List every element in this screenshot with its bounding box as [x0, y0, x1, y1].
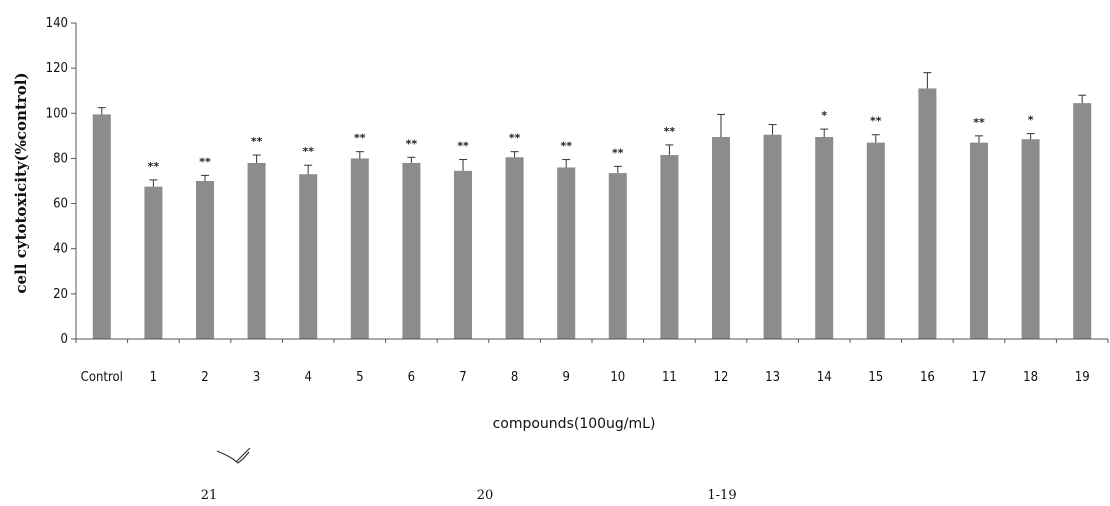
bar — [505, 157, 524, 339]
compound-label-20: 20 — [477, 488, 494, 503]
x-tick-label: 6 — [408, 370, 415, 385]
x-tick-label: 13 — [765, 370, 780, 385]
y-axis-title: cell cytotoxicity(%control) — [12, 72, 30, 293]
bar — [350, 158, 369, 339]
x-tick-label: 16 — [920, 370, 935, 385]
x-tick-label: 11 — [662, 370, 677, 385]
x-tick-label: Control — [81, 370, 123, 385]
significance-marker: ** — [870, 115, 882, 128]
significance-marker: ** — [509, 132, 521, 145]
x-tick-label: 12 — [714, 370, 729, 385]
x-tick-label: 4 — [304, 370, 311, 385]
significance-marker: ** — [560, 140, 572, 153]
bar — [970, 142, 988, 339]
x-tick-label: 9 — [562, 370, 569, 385]
significance-marker: ** — [406, 137, 418, 150]
x-tick-label: 18 — [1023, 370, 1038, 385]
bar — [866, 142, 885, 339]
x-tick-label: 19 — [1075, 370, 1090, 385]
x-tick-label: 2 — [201, 370, 208, 385]
x-axis-title: compounds(100ug/mL) — [493, 416, 656, 432]
y-tick-label: 60 — [53, 197, 68, 212]
x-axis: Control 1 2 3 4 5 6 7 8 9 10 11 12 13 14 15 16 17 18 19 — [75, 338, 1109, 385]
bar — [144, 186, 163, 339]
bar — [454, 170, 472, 339]
significance-marker: * — [821, 109, 827, 122]
significance-marker: ** — [148, 160, 160, 173]
y-axis: 0 20 40 60 80 100 120 140 — [46, 16, 77, 347]
bar — [92, 114, 111, 340]
bar — [299, 174, 318, 339]
significance-marker: ** — [354, 132, 366, 145]
significance-marker: * — [1028, 114, 1034, 127]
y-tick-label: 140 — [46, 16, 68, 31]
bar — [918, 88, 937, 339]
bar — [402, 162, 421, 339]
x-tick-label: 8 — [511, 370, 518, 385]
bar — [1073, 103, 1092, 339]
x-tick-label: 15 — [868, 370, 883, 385]
x-tick-label: 10 — [610, 370, 625, 385]
x-tick-label: 3 — [253, 370, 260, 385]
bar — [660, 155, 679, 339]
bar — [247, 162, 266, 339]
bar — [608, 173, 627, 339]
x-tick-label: 17 — [972, 370, 987, 385]
bar — [815, 136, 834, 339]
bar — [1021, 139, 1040, 339]
y-tick-label: 80 — [53, 151, 68, 166]
bar — [763, 134, 782, 339]
significance-marker: ** — [612, 146, 624, 159]
bar — [712, 136, 730, 339]
significance-marker: ** — [664, 125, 676, 138]
y-tick-label: 120 — [46, 61, 68, 76]
x-tick-label: 14 — [817, 370, 832, 385]
bars-group: ** ******** ** *********** ** ** * — [92, 72, 1092, 340]
x-tick-label: 5 — [356, 370, 363, 385]
structure-fragment-mark — [216, 447, 251, 464]
significance-marker: ** — [302, 145, 314, 158]
y-tick-label: 0 — [61, 332, 68, 347]
y-tick-label: 40 — [53, 242, 68, 257]
y-tick-label: 100 — [46, 106, 68, 121]
compound-label-1-19: 1-19 — [707, 488, 736, 503]
bar — [557, 167, 576, 339]
y-tick-label: 20 — [53, 287, 68, 302]
significance-marker: ** — [199, 155, 211, 168]
x-tick-label: 1 — [150, 370, 157, 385]
significance-marker: ** — [251, 135, 263, 148]
compound-label-21: 21 — [201, 488, 218, 503]
bar — [196, 181, 214, 339]
significance-marker: ** — [973, 116, 985, 129]
significance-marker: ** — [457, 140, 469, 153]
x-tick-label: 7 — [459, 370, 466, 385]
